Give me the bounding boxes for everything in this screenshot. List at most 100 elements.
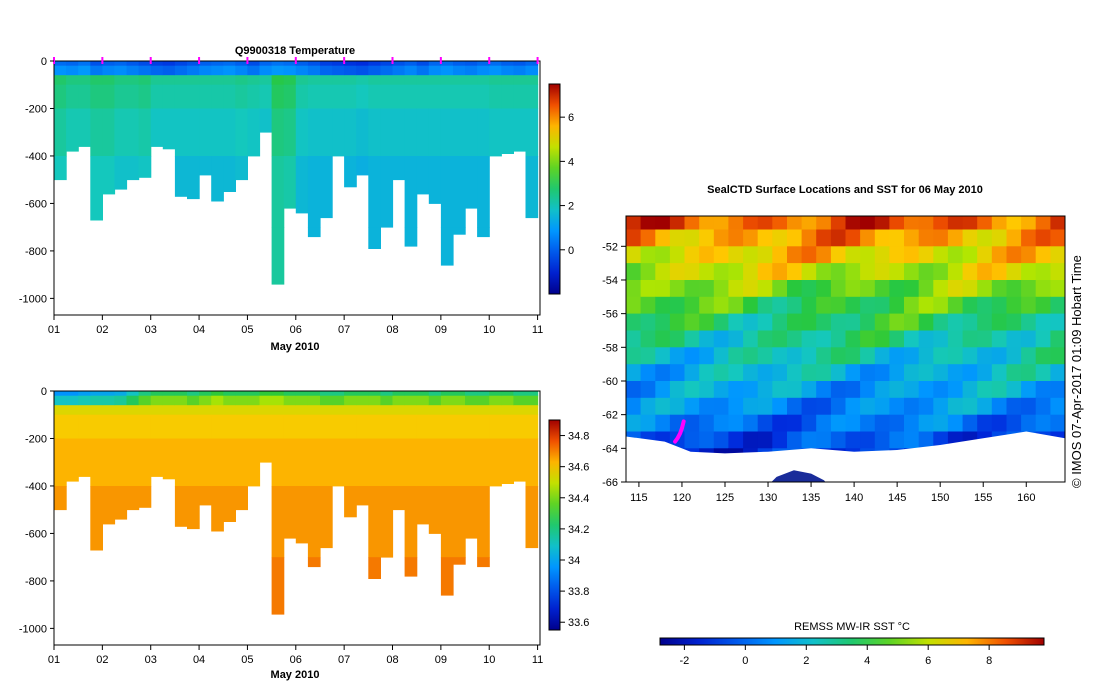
profile-cell bbox=[295, 156, 309, 214]
profile-cell bbox=[162, 414, 176, 439]
sst-cell bbox=[962, 313, 978, 331]
profile-cell bbox=[332, 108, 345, 157]
sst-cell bbox=[1006, 381, 1022, 399]
profile-cell bbox=[211, 65, 224, 76]
sst-cell bbox=[655, 397, 671, 416]
profile-cell bbox=[102, 486, 116, 525]
sst-cell bbox=[991, 364, 1007, 382]
sst-cell bbox=[977, 347, 993, 365]
sst-cell bbox=[874, 216, 890, 230]
sst-cell bbox=[787, 313, 803, 331]
profile-cell bbox=[513, 405, 527, 416]
profile-cell bbox=[416, 65, 430, 76]
profile-cell bbox=[162, 405, 176, 416]
sst-cell bbox=[713, 280, 729, 298]
profile-cell bbox=[295, 405, 309, 416]
sst-cell bbox=[816, 397, 832, 416]
sst-cell bbox=[830, 414, 847, 433]
profile-cell bbox=[78, 438, 91, 477]
sst-cell bbox=[816, 381, 832, 399]
profile-cell bbox=[235, 84, 248, 109]
profile-cell bbox=[211, 156, 224, 202]
profile-cell bbox=[392, 75, 406, 86]
profile-cell bbox=[368, 557, 381, 579]
colorbar-tick-label: 33.8 bbox=[568, 586, 589, 598]
profile-cell bbox=[440, 557, 454, 596]
y-tick-label: -1000 bbox=[19, 623, 47, 635]
sst-cell bbox=[787, 347, 803, 365]
profile-cell bbox=[332, 395, 345, 406]
profile-cell bbox=[465, 438, 478, 487]
sst-cell bbox=[918, 229, 934, 247]
sst-cell bbox=[918, 313, 934, 331]
sst-cell bbox=[1035, 347, 1051, 365]
sst-cell bbox=[640, 364, 656, 382]
sst-cell bbox=[845, 347, 861, 365]
sst-cell bbox=[889, 347, 905, 365]
sst-cell bbox=[757, 381, 773, 399]
y-tick-label: -800 bbox=[25, 246, 47, 258]
sst-cell bbox=[801, 347, 817, 365]
profile-cell bbox=[54, 65, 67, 76]
x-tick-label: 07 bbox=[338, 654, 350, 666]
profile-cell bbox=[344, 414, 357, 439]
profile-cell bbox=[259, 108, 273, 133]
sst-cell bbox=[991, 296, 1007, 315]
sst-colorbar-tick-label: 2 bbox=[803, 655, 809, 667]
sst-cell bbox=[728, 246, 744, 264]
profile-cell bbox=[356, 75, 369, 86]
sst-cell bbox=[1006, 313, 1022, 331]
sst-cell bbox=[1035, 246, 1051, 264]
sst-cell bbox=[947, 347, 964, 365]
sst-cell bbox=[626, 296, 642, 315]
sst-cell bbox=[991, 280, 1007, 298]
profile-cell bbox=[162, 61, 176, 67]
sst-cell bbox=[772, 364, 788, 382]
sst-cell bbox=[991, 246, 1007, 264]
sst-cell bbox=[801, 414, 817, 433]
profile-cell bbox=[525, 84, 539, 109]
profile-cell bbox=[102, 75, 116, 86]
profile-cell bbox=[150, 438, 164, 477]
profile-cell bbox=[271, 61, 285, 67]
sst-cell bbox=[626, 229, 642, 247]
profile-cell bbox=[489, 61, 502, 67]
profile-cell bbox=[428, 61, 442, 67]
sst-cell bbox=[757, 263, 773, 281]
sst-cell bbox=[713, 229, 729, 247]
sst-cell bbox=[889, 381, 905, 399]
profile-cell bbox=[162, 391, 176, 397]
profile-cell bbox=[465, 65, 478, 76]
profile-cell bbox=[126, 84, 140, 109]
profile-cell bbox=[283, 65, 297, 76]
profile-cell bbox=[138, 438, 152, 487]
sst-map-panel: SealCTD Surface Locations and SST for 06… bbox=[602, 184, 1066, 667]
sst-cell bbox=[830, 397, 847, 416]
profile-cell bbox=[283, 75, 297, 86]
longitude-axis: 115 120 125 130 135 140 145 150 155 160 bbox=[630, 482, 1035, 504]
profile-cell bbox=[174, 438, 188, 487]
sst-cell bbox=[830, 296, 847, 315]
sst-cell bbox=[801, 330, 817, 348]
sst-cell bbox=[816, 347, 832, 365]
profile-cell bbox=[380, 438, 394, 487]
colorbar-tick-label: 34.6 bbox=[568, 462, 589, 474]
sst-cell bbox=[684, 347, 700, 365]
temperature-y-axis: 0 -200 -400 -600 -800 -1000 bbox=[19, 56, 54, 305]
sst-map-title: SealCTD Surface Locations and SST for 06… bbox=[707, 184, 983, 196]
profile-cell bbox=[271, 108, 285, 157]
profile-cell bbox=[235, 486, 248, 511]
sst-cell bbox=[699, 313, 715, 331]
sst-cell bbox=[977, 296, 993, 315]
profile-cell bbox=[368, 65, 381, 76]
sst-cell bbox=[626, 313, 642, 331]
profile-cell bbox=[307, 156, 321, 228]
profile-cell bbox=[404, 84, 418, 109]
sst-colorbar-ticks: -2 0 2 4 6 8 bbox=[679, 645, 992, 667]
sst-cell bbox=[655, 364, 671, 382]
profile-cell bbox=[525, 156, 539, 219]
profile-cell bbox=[392, 438, 406, 487]
profile-cell bbox=[223, 405, 236, 416]
profile-cell bbox=[66, 438, 79, 482]
